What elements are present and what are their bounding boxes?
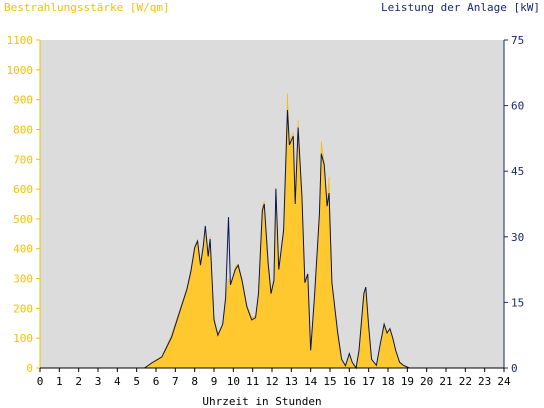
right-tick-label: 75 <box>511 34 524 47</box>
power-line <box>40 109 504 370</box>
x-tick-label: 19 <box>401 375 414 388</box>
x-tick-label: 15 <box>323 375 336 388</box>
left-tick-label: 200 <box>13 302 33 315</box>
x-tick-label: 22 <box>459 375 472 388</box>
x-axis-label: Uhrzeit in Stunden <box>202 395 321 408</box>
right-tick-label: 30 <box>511 231 524 244</box>
left-tick-label: 1100 <box>7 34 34 47</box>
left-axis-title: Bestrahlungsstärke [W/qm] <box>4 1 170 14</box>
left-tick-label: 700 <box>13 153 33 166</box>
x-tick-label: 2 <box>75 375 82 388</box>
left-tick-label: 100 <box>13 332 33 345</box>
right-tick-label: 45 <box>511 165 524 178</box>
x-tick-label: 0 <box>37 375 44 388</box>
right-tick-label: 0 <box>511 362 518 375</box>
x-tick-label: 4 <box>114 375 121 388</box>
x-tick-label: 14 <box>304 375 318 388</box>
x-tick-label: 21 <box>439 375 452 388</box>
x-tick-label: 7 <box>172 375 179 388</box>
left-tick-label: 1000 <box>7 64 34 77</box>
left-tick-label: 300 <box>13 273 33 286</box>
x-tick-label: 24 <box>497 375 511 388</box>
left-tick-label: 600 <box>13 183 33 196</box>
right-tick-label: 60 <box>511 100 524 113</box>
left-tick-label: 0 <box>26 362 33 375</box>
left-tick-label: 500 <box>13 213 33 226</box>
x-tick-label: 17 <box>362 375 375 388</box>
right-tick-label: 15 <box>511 296 524 309</box>
x-tick-label: 20 <box>420 375 433 388</box>
left-tick-label: 900 <box>13 94 33 107</box>
x-tick-label: 11 <box>246 375 259 388</box>
x-tick-label: 23 <box>478 375 491 388</box>
x-tick-label: 16 <box>343 375 356 388</box>
x-tick-label: 13 <box>285 375 298 388</box>
x-tick-label: 8 <box>191 375 198 388</box>
right-axis-title: Leistung der Anlage [kW] <box>381 1 540 14</box>
x-tick-label: 9 <box>211 375 218 388</box>
x-tick-label: 6 <box>153 375 160 388</box>
x-tick-label: 1 <box>56 375 63 388</box>
left-tick-label: 400 <box>13 243 33 256</box>
left-tick-label: 800 <box>13 123 33 136</box>
x-tick-label: 5 <box>133 375 140 388</box>
x-tick-label: 10 <box>227 375 240 388</box>
x-tick-label: 18 <box>381 375 394 388</box>
x-tick-label: 3 <box>95 375 102 388</box>
x-tick-label: 12 <box>265 375 278 388</box>
